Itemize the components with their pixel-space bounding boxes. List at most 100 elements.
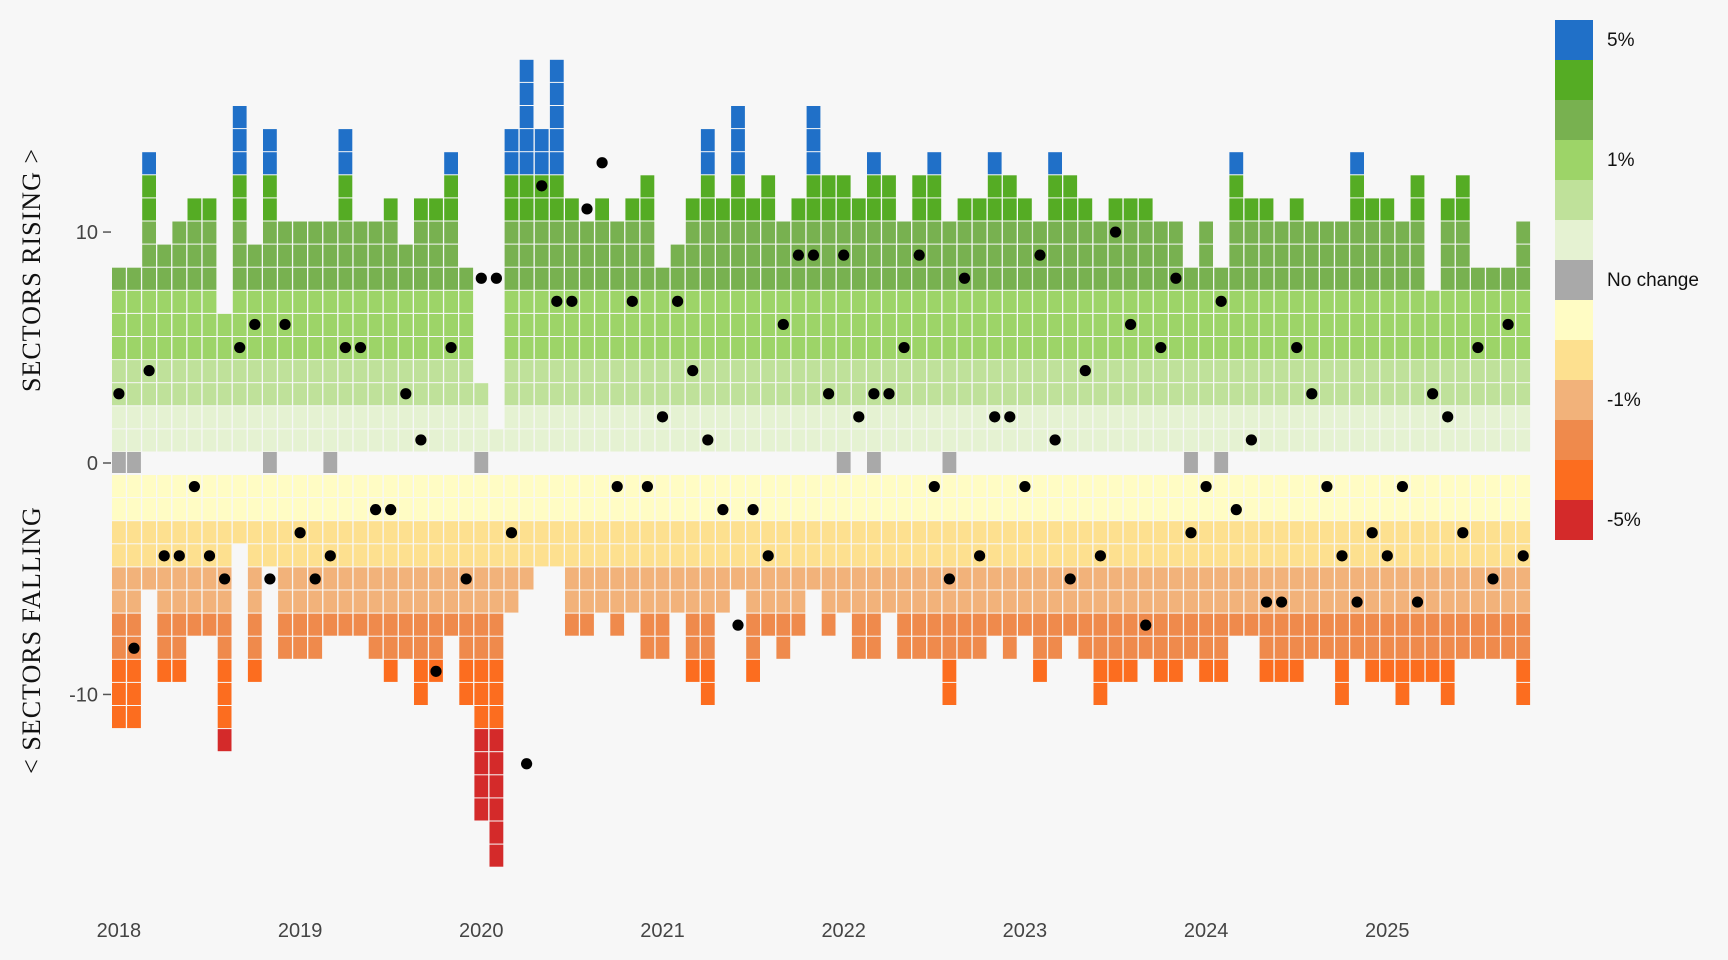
rising-cell: [549, 244, 564, 267]
rising-cell: [1365, 221, 1380, 244]
falling-cell: [323, 521, 338, 544]
rising-cell: [414, 337, 428, 360]
rising-cell: [1199, 406, 1213, 429]
rising-cell: [142, 290, 156, 313]
falling-cell: [595, 590, 609, 613]
rising-cell: [353, 290, 368, 313]
rising-cell: [731, 129, 745, 152]
falling-cell: [1214, 521, 1229, 544]
falling-cell: [1138, 567, 1153, 590]
falling-cell: [293, 567, 307, 590]
rising-cell: [1410, 337, 1425, 360]
rising-cell: [549, 267, 564, 290]
falling-cell: [534, 498, 549, 521]
rising-cell: [836, 360, 851, 383]
rising-cell: [1516, 290, 1531, 313]
falling-cell: [565, 613, 579, 636]
falling-cell: [972, 613, 987, 636]
falling-cell: [202, 521, 217, 544]
falling-cell: [112, 659, 126, 682]
unchanged-cell: [1214, 452, 1229, 473]
falling-cell: [217, 706, 232, 729]
rising-cell: [1501, 267, 1515, 290]
rising-cell: [172, 406, 187, 429]
rising-cell: [142, 337, 156, 360]
rising-cell: [836, 406, 851, 429]
rising-cell: [957, 360, 972, 383]
unchanged-cell: [112, 452, 126, 473]
falling-cell: [444, 590, 458, 613]
falling-cell: [368, 521, 383, 544]
rising-cell: [157, 267, 172, 290]
falling-cell: [187, 590, 202, 613]
falling-cell: [867, 590, 881, 613]
rising-cell: [1229, 313, 1244, 336]
rising-cell: [549, 360, 564, 383]
falling-cell: [112, 521, 126, 544]
rising-cell: [1002, 198, 1017, 221]
rising-cell: [549, 59, 564, 82]
rising-cell: [1063, 290, 1078, 313]
rising-cell: [504, 406, 519, 429]
rising-cell: [1018, 244, 1032, 267]
rising-cell: [791, 337, 806, 360]
rising-cell: [957, 406, 972, 429]
rising-cell: [232, 152, 247, 175]
falling-cell: [1093, 590, 1108, 613]
falling-cell: [1425, 475, 1440, 498]
falling-cell: [308, 475, 323, 498]
rising-cell: [1425, 406, 1440, 429]
rising-cell: [625, 429, 640, 452]
falling-cell: [1018, 521, 1032, 544]
rising-cell: [232, 267, 247, 290]
rising-cell: [1184, 267, 1198, 290]
x-tick-label: 2024: [1184, 920, 1229, 942]
rising-cell: [1335, 313, 1349, 336]
falling-cell: [278, 613, 292, 636]
falling-cell: [1274, 567, 1289, 590]
rising-cell: [504, 383, 519, 406]
falling-cell: [1501, 636, 1515, 659]
rising-cell: [1335, 406, 1349, 429]
rising-cell: [851, 290, 866, 313]
rising-cell: [519, 82, 534, 105]
falling-cell: [1002, 475, 1017, 498]
rising-cell: [1455, 175, 1470, 198]
rising-cell: [882, 360, 896, 383]
rising-cell: [1199, 383, 1213, 406]
falling-cell: [489, 729, 504, 752]
falling-cell: [112, 590, 126, 613]
falling-cell: [1471, 544, 1485, 567]
rising-cell: [867, 198, 881, 221]
falling-cell: [1425, 659, 1440, 682]
rising-cell: [263, 152, 277, 175]
rising-cell: [187, 313, 202, 336]
median-dot: [1442, 411, 1454, 423]
rising-cell: [519, 313, 534, 336]
rising-cell: [685, 406, 700, 429]
rising-cell: [338, 313, 353, 336]
falling-cell: [489, 821, 504, 844]
rising-cell: [429, 429, 443, 452]
rising-cell: [1350, 360, 1364, 383]
falling-cell: [1410, 544, 1425, 567]
rising-cell: [1078, 244, 1093, 267]
rising-cell: [1516, 313, 1531, 336]
falling-cell: [1471, 567, 1485, 590]
falling-cell: [247, 659, 262, 682]
rising-cell: [731, 383, 745, 406]
rising-cell: [1123, 267, 1138, 290]
falling-cell: [1440, 613, 1455, 636]
rising-cell: [882, 175, 896, 198]
rising-cell: [459, 267, 474, 290]
rising-cell: [655, 313, 670, 336]
rising-cell: [1350, 244, 1364, 267]
rising-cell: [640, 383, 655, 406]
rising-cell: [1516, 221, 1531, 244]
rising-cell: [323, 383, 338, 406]
rising-cell: [1440, 221, 1455, 244]
rising-cell: [1516, 337, 1531, 360]
falling-cell: [700, 567, 715, 590]
falling-cell: [882, 544, 896, 567]
median-dot: [385, 504, 397, 516]
